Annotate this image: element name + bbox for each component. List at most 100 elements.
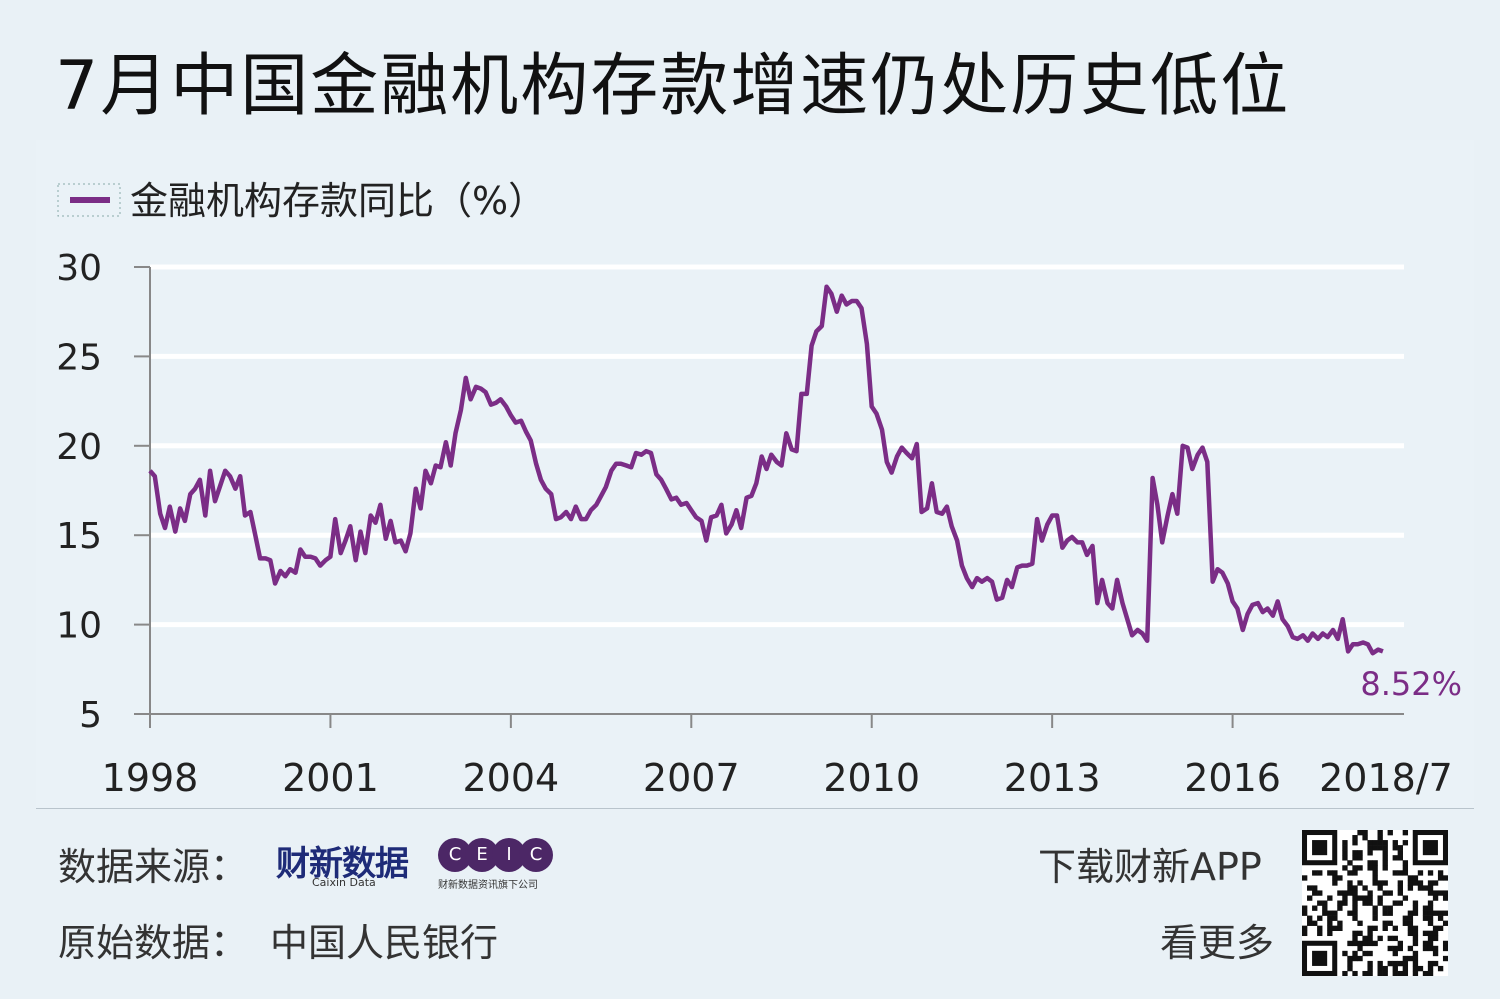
- qr-module: [1322, 900, 1328, 906]
- qr-module: [1362, 830, 1368, 836]
- qr-module: [1402, 840, 1409, 846]
- qr-module: [1342, 900, 1348, 906]
- qr-module: [1357, 880, 1363, 886]
- qr-module: [1312, 950, 1328, 966]
- qr-module: [1357, 895, 1363, 901]
- qr-module: [1352, 900, 1358, 906]
- qr-module: [1412, 900, 1419, 906]
- qr-module: [1392, 840, 1398, 846]
- qr-module: [1342, 950, 1348, 957]
- qr-module: [1422, 885, 1429, 891]
- qr-module: [1422, 910, 1429, 916]
- qr-module: [1397, 945, 1403, 952]
- x-tick-label: 2004: [463, 756, 560, 800]
- qr-module: [1407, 885, 1414, 891]
- qr-module: [1377, 970, 1383, 976]
- qr-module: [1367, 950, 1373, 957]
- qr-module: [1422, 840, 1438, 856]
- qr-module: [1337, 920, 1343, 926]
- qr-module: [1387, 890, 1393, 896]
- y-tick-label: 15: [56, 516, 102, 557]
- page-title: 7月中国金融机构存款增速仍处历史低位: [55, 47, 1291, 126]
- qr-module: [1387, 935, 1393, 942]
- qr-code-icon[interactable]: [1302, 830, 1448, 976]
- qr-module: [1327, 870, 1333, 876]
- qr-module: [1417, 880, 1424, 886]
- series-line: [148, 284, 1384, 656]
- qr-module: [1427, 890, 1434, 896]
- qr-module: [1352, 855, 1358, 861]
- qr-module: [1367, 890, 1373, 896]
- see-more-text: 看更多: [1160, 921, 1275, 965]
- qr-module: [1442, 940, 1448, 947]
- qr-module: [1427, 970, 1434, 976]
- qr-module: [1427, 885, 1434, 891]
- qr-module: [1442, 910, 1448, 916]
- qr-module: [1402, 915, 1409, 921]
- qr-module: [1337, 905, 1343, 911]
- qr-module: [1382, 865, 1388, 871]
- qr-module: [1377, 830, 1383, 836]
- qr-module: [1337, 875, 1343, 881]
- qr-module: [1402, 865, 1409, 871]
- qr-module: [1392, 925, 1398, 931]
- qr-module: [1327, 930, 1333, 937]
- qr-module: [1442, 955, 1448, 962]
- qr-module: [1402, 895, 1409, 901]
- qr-module: [1387, 945, 1393, 952]
- qr-module: [1392, 960, 1398, 967]
- qr-module: [1407, 925, 1414, 931]
- qr-module: [1382, 925, 1388, 931]
- qr-module: [1342, 970, 1348, 976]
- qr-module: [1442, 875, 1448, 881]
- qr-module: [1317, 890, 1323, 896]
- qr-module: [1312, 885, 1318, 891]
- ceic-letter: C: [519, 838, 553, 872]
- qr-module: [1427, 960, 1434, 967]
- qr-module: [1432, 910, 1439, 916]
- qr-module: [1352, 905, 1358, 911]
- qr-module: [1437, 875, 1444, 881]
- qr-module: [1312, 870, 1318, 876]
- qr-module: [1397, 890, 1403, 896]
- qr-module: [1342, 890, 1348, 896]
- qr-module: [1427, 920, 1434, 926]
- qr-module: [1367, 840, 1373, 846]
- y-tick-label: 10: [56, 606, 102, 647]
- qr-module: [1362, 900, 1368, 906]
- qr-module: [1352, 910, 1358, 916]
- qr-module: [1352, 940, 1358, 947]
- qr-module: [1387, 960, 1393, 967]
- qr-module: [1322, 905, 1328, 911]
- qr-module: [1392, 900, 1398, 906]
- qr-module: [1372, 880, 1378, 886]
- qr-module: [1367, 850, 1373, 856]
- qr-module: [1322, 910, 1328, 916]
- qr-module: [1422, 930, 1429, 937]
- qr-module: [1342, 855, 1348, 861]
- qr-module: [1377, 845, 1383, 851]
- qr-module: [1367, 860, 1373, 866]
- qr-module: [1397, 880, 1403, 886]
- y-tick-label: 30: [56, 248, 102, 289]
- qr-module: [1412, 875, 1419, 881]
- qr-module: [1332, 910, 1338, 916]
- qr-module: [1392, 870, 1398, 876]
- y-tick-label: 5: [79, 695, 102, 736]
- qr-module: [1302, 910, 1308, 916]
- qr-module: [1372, 905, 1378, 911]
- qr-module: [1357, 865, 1363, 871]
- x-tick-label: 2007: [643, 756, 740, 800]
- qr-module: [1387, 920, 1393, 926]
- qr-module: [1407, 945, 1414, 952]
- qr-module: [1382, 840, 1388, 846]
- qr-module: [1442, 945, 1448, 952]
- qr-module: [1377, 835, 1383, 841]
- qr-module: [1372, 915, 1378, 921]
- qr-module: [1412, 960, 1419, 967]
- qr-module: [1372, 940, 1378, 947]
- qr-module: [1412, 970, 1419, 976]
- qr-module: [1427, 910, 1434, 916]
- qr-module: [1377, 935, 1383, 942]
